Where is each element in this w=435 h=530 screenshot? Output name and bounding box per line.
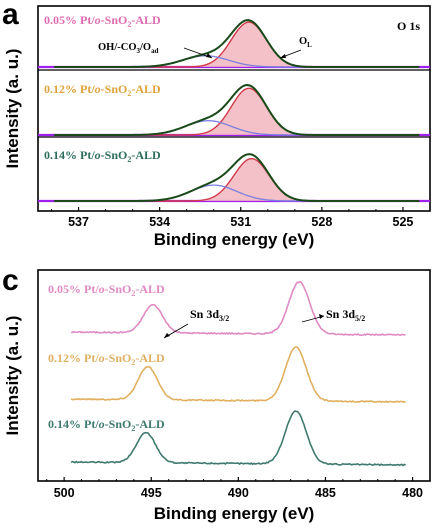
envelope-fit-line [54, 19, 420, 68]
panel-letter-a: a [2, 0, 19, 31]
panel-c-frame [37, 269, 431, 482]
panel-a-series-1: 0.12% Pt/o-SnO2-ALD [38, 82, 430, 137]
panel-c-xtick-label: 485 [315, 486, 336, 500]
panel-a-xlabel: Binding energy (eV) [154, 230, 315, 249]
ol-peak-fill [54, 22, 420, 67]
spectrum-line [71, 280, 406, 336]
panel-c-xtick-label: 495 [141, 486, 162, 500]
panel-a-series-2: 0.14% Pt/o-SnO2-ALD [38, 148, 430, 203]
panel-a-frame [37, 5, 431, 212]
panel-a-xtick-label: 531 [230, 215, 251, 229]
panel-c-xtick-label: 480 [402, 486, 423, 500]
panel-a-arrowhead-oh [206, 53, 212, 58]
spectrum-line [70, 410, 406, 467]
panel-c-xtick-label: 490 [228, 486, 249, 500]
panel-a-series-label-0: 0.05% Pt/o-SnO2-ALD [44, 13, 161, 29]
panel-c-ylabel: Intensity (a. u.) [3, 316, 22, 436]
panel-c-arrowhead-3d32 [164, 333, 170, 338]
panel-c: 500 495 490 485 480 Binding energy (eV) Intens… [3, 269, 431, 523]
panel-a-xtick-label: 537 [68, 215, 89, 229]
panel-a-annotation-ol: OL [299, 36, 312, 49]
envelope-fit-line [54, 153, 420, 202]
panel-a-series-0: 0.05% Pt/o-SnO2-ALD [38, 13, 430, 69]
panel-c-arrowhead-3d52 [319, 314, 324, 319]
panel-a-arrowhead-ol [280, 54, 286, 58]
panel-c-series-2: 0.14% Pt/o-SnO2-ALD [48, 410, 406, 467]
panel-c-series-label-0: 0.05% Pt/o-SnO2-ALD [48, 282, 165, 298]
panel-a-series-label-2: 0.14% Pt/o-SnO2-ALD [44, 148, 161, 164]
panel-letter-c: c [2, 264, 19, 297]
panel-c-xlabel: Binding energy (eV) [154, 504, 315, 523]
panel-a-series-label-1: 0.12% Pt/o-SnO2-ALD [44, 82, 161, 98]
panel-c-series-0: 0.05% Pt/o-SnO2-ALD [48, 280, 406, 336]
ol-peak-fill [54, 158, 420, 201]
panel-c-annotation-3d32: Sn 3d3/2 [190, 307, 229, 323]
panel-c-series-label-1: 0.12% Pt/o-SnO2-ALD [48, 351, 165, 367]
panel-a: 537 534 531 528 525 Binding energy (eV) Intens… [3, 5, 431, 249]
panel-a-xtick-label: 528 [311, 215, 332, 229]
panel-a-corner-label: O 1s [397, 19, 420, 33]
panel-c-series-1: 0.12% Pt/o-SnO2-ALD [48, 346, 407, 404]
ol-peak-fill [54, 88, 420, 135]
spectrum-line [70, 346, 407, 404]
panel-c-annotation-3d52: Sn 3d5/2 [326, 307, 365, 323]
panel-a-annotation-oh: OH/-CO3/Oad [98, 42, 159, 55]
panel-a-xtick-label: 534 [149, 215, 170, 229]
panel-a-ylabel: Intensity (a. u.) [3, 49, 22, 169]
panel-a-xtick-label: 525 [393, 215, 414, 229]
panel-c-xtick-label: 500 [54, 486, 75, 500]
panel-c-series-label-2: 0.14% Pt/o-SnO2-ALD [48, 417, 165, 433]
envelope-fit-line [54, 84, 420, 136]
